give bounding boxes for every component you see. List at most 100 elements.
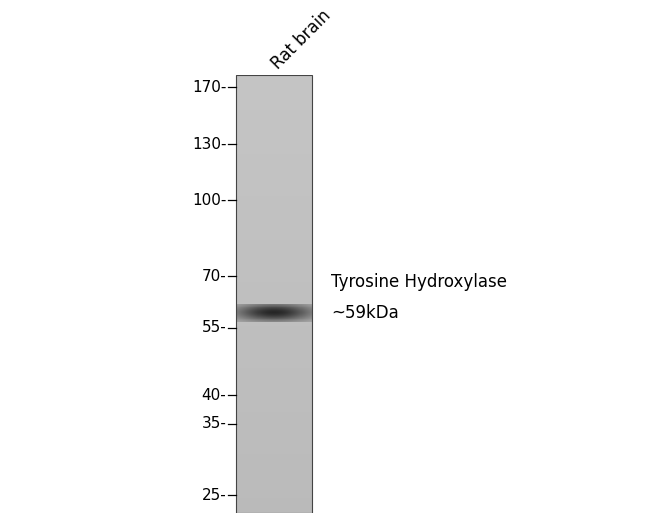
Bar bbox=[236, 231, 312, 233]
Bar bbox=[236, 289, 312, 291]
Bar bbox=[236, 178, 312, 181]
Bar bbox=[236, 185, 312, 187]
Bar bbox=[236, 471, 312, 473]
Bar bbox=[236, 139, 312, 141]
Bar bbox=[236, 242, 312, 244]
Text: 130-: 130- bbox=[192, 137, 226, 152]
Bar bbox=[236, 493, 312, 496]
Bar bbox=[236, 308, 312, 310]
Bar bbox=[236, 117, 312, 119]
Bar bbox=[236, 95, 312, 97]
Bar bbox=[236, 205, 312, 207]
Bar bbox=[236, 432, 312, 434]
Bar bbox=[236, 199, 312, 201]
Bar bbox=[236, 75, 312, 77]
Bar bbox=[236, 207, 312, 210]
Bar bbox=[236, 247, 312, 249]
Text: 40-: 40- bbox=[202, 388, 226, 403]
Bar bbox=[236, 381, 312, 383]
Bar bbox=[236, 392, 312, 394]
Bar bbox=[236, 84, 312, 86]
Bar bbox=[236, 310, 312, 313]
Bar bbox=[236, 342, 312, 344]
Bar bbox=[236, 335, 312, 337]
Bar bbox=[236, 366, 312, 368]
Bar bbox=[236, 313, 312, 315]
Bar bbox=[236, 264, 312, 267]
Bar bbox=[236, 128, 312, 130]
Bar bbox=[236, 212, 312, 214]
Bar bbox=[236, 359, 312, 361]
Text: 35-: 35- bbox=[202, 416, 226, 431]
Bar bbox=[236, 115, 312, 117]
Bar bbox=[236, 278, 312, 280]
Bar bbox=[236, 260, 312, 262]
Bar bbox=[236, 491, 312, 493]
Bar bbox=[236, 346, 312, 348]
Bar bbox=[236, 273, 312, 276]
Bar bbox=[236, 271, 312, 273]
Bar bbox=[236, 161, 312, 163]
Text: 55-: 55- bbox=[202, 320, 226, 335]
Bar bbox=[236, 383, 312, 385]
Bar bbox=[236, 317, 312, 319]
Bar bbox=[236, 295, 312, 297]
Bar bbox=[236, 319, 312, 321]
Text: 25-: 25- bbox=[202, 488, 226, 503]
Bar bbox=[236, 485, 312, 487]
Bar bbox=[236, 385, 312, 387]
Bar bbox=[236, 291, 312, 293]
Bar bbox=[236, 447, 312, 449]
Bar bbox=[236, 321, 312, 324]
Bar bbox=[236, 152, 312, 154]
Bar bbox=[236, 165, 312, 167]
Bar bbox=[236, 469, 312, 471]
Bar bbox=[236, 130, 312, 133]
Bar bbox=[236, 216, 312, 218]
Bar bbox=[236, 238, 312, 240]
Bar bbox=[236, 421, 312, 423]
Bar bbox=[236, 379, 312, 381]
Bar bbox=[236, 480, 312, 482]
Bar bbox=[236, 487, 312, 489]
Bar bbox=[236, 419, 312, 421]
Bar bbox=[236, 361, 312, 363]
Bar bbox=[236, 348, 312, 350]
Bar bbox=[236, 253, 312, 256]
Bar bbox=[236, 90, 312, 93]
Bar bbox=[236, 190, 312, 192]
Text: ~59kDa: ~59kDa bbox=[332, 304, 399, 321]
Bar bbox=[236, 410, 312, 412]
Bar bbox=[236, 75, 312, 513]
Bar bbox=[236, 293, 312, 295]
Bar bbox=[236, 223, 312, 225]
Bar bbox=[236, 170, 312, 172]
Bar bbox=[236, 229, 312, 231]
Bar bbox=[236, 304, 312, 306]
Bar bbox=[236, 269, 312, 271]
Bar bbox=[236, 333, 312, 335]
Bar bbox=[236, 355, 312, 357]
Bar bbox=[236, 183, 312, 185]
Bar bbox=[236, 126, 312, 128]
Bar bbox=[236, 233, 312, 236]
Bar bbox=[236, 196, 312, 199]
Bar bbox=[236, 425, 312, 427]
Bar bbox=[236, 509, 312, 511]
Text: Rat brain: Rat brain bbox=[268, 7, 334, 73]
Bar bbox=[236, 326, 312, 328]
Bar bbox=[236, 174, 312, 176]
Bar bbox=[236, 443, 312, 445]
Bar bbox=[236, 240, 312, 242]
Bar bbox=[236, 399, 312, 401]
Bar bbox=[236, 267, 312, 269]
Bar bbox=[236, 482, 312, 485]
Bar bbox=[236, 284, 312, 287]
Bar bbox=[236, 112, 312, 115]
Bar bbox=[236, 225, 312, 227]
Bar bbox=[236, 451, 312, 453]
Bar bbox=[236, 476, 312, 478]
Bar bbox=[236, 101, 312, 104]
Bar bbox=[236, 436, 312, 438]
Bar bbox=[236, 251, 312, 253]
